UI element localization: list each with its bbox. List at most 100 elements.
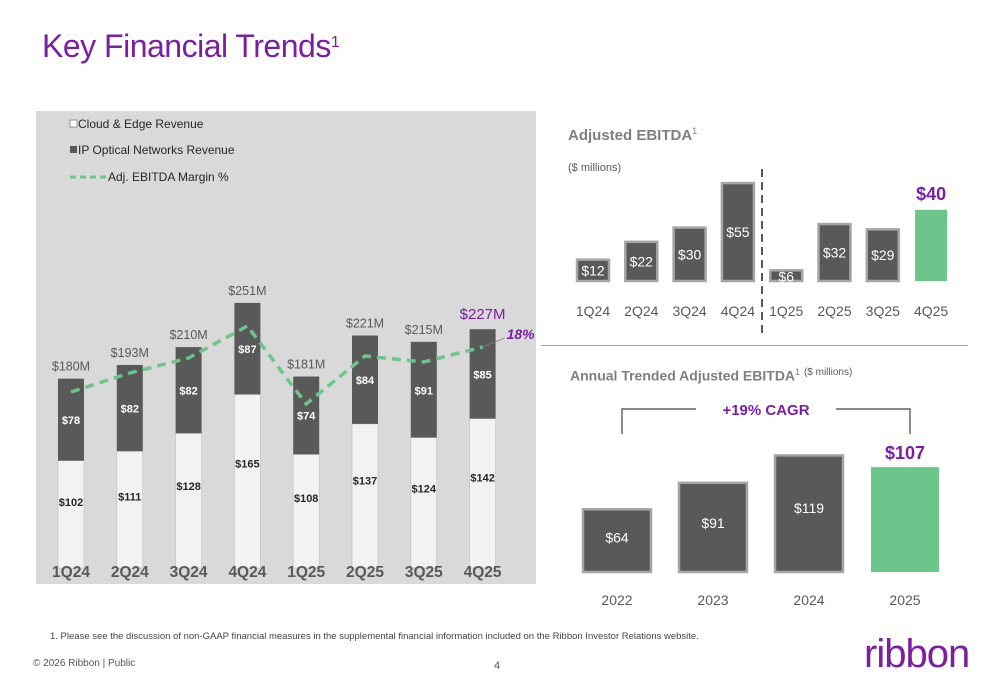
bar-annual-2025 [871, 467, 939, 572]
cagr-bracket-right [836, 408, 911, 434]
tick-3Q25: 3Q25 [405, 564, 443, 581]
bar-cloud-edge-2Q25 [351, 423, 379, 569]
tick-ebitda-4Q25: 4Q25 [914, 303, 948, 319]
label-cloud-edge-1Q25: $108 [294, 493, 318, 505]
legend-ip-optical: IP Optical Networks Revenue [78, 143, 235, 157]
legend-cloud-edge: Cloud & Edge Revenue [78, 117, 204, 131]
copyright: © 2026 Ribbon | Public [33, 658, 136, 669]
tick-1Q24: 1Q24 [52, 564, 90, 581]
label-annual-2022: $64 [605, 530, 629, 546]
ribbon-logo: ribbon [864, 632, 970, 676]
bar-cloud-edge-1Q25 [292, 454, 320, 569]
label-total-1Q24: $180M [52, 360, 90, 374]
tick-ebitda-3Q24: 3Q24 [672, 303, 706, 319]
label-total-3Q25: $215M [405, 323, 443, 337]
label-cloud-edge-2Q24: $111 [118, 491, 141, 503]
adjusted-ebitda-chart: $12 1Q24 $22 2Q24 $30 3Q24 $55 4Q24 $6 1Q25 $32 2Q2… [575, 169, 948, 333]
margin-label-4Q25: 18% [507, 326, 536, 342]
revenue-chart-panel: 18% $102 $78 $180M 1Q24 $111 $82 $193M 2Q24 $128… [36, 111, 536, 584]
bar-ip-optical-2Q25 [352, 335, 378, 424]
bar-ebitda-1Q24 [575, 258, 611, 283]
bar-cloud-edge-1Q24 [57, 460, 85, 569]
bar-ebitda-4Q25 [915, 209, 948, 281]
bar-annual-2023 [677, 481, 749, 574]
bar-cloud-edge-4Q25 [469, 418, 496, 569]
tick-2Q24: 2Q24 [111, 564, 149, 581]
footnote: 1. Please see the discussion of non-GAAP… [50, 631, 699, 642]
bar-ebitda-2Q25 [817, 222, 852, 283]
label-annual-2023: $91 [701, 515, 725, 531]
label-cloud-edge-3Q24: $128 [176, 481, 200, 493]
tick-ebitda-2Q24: 2Q24 [624, 303, 658, 319]
bar-ip-optical-2Q24 [116, 364, 143, 452]
cagr-bracket-left [621, 408, 696, 434]
tick-annual-2025: 2025 [889, 592, 920, 608]
label-ebitda-4Q24: $55 [726, 224, 750, 240]
label-annual-2025: $107 [885, 443, 925, 463]
tick-annual-2022: 2022 [601, 592, 632, 608]
section-divider [541, 345, 968, 346]
bar-annual-2022 [581, 508, 653, 574]
label-cloud-edge-2Q25: $137 [353, 475, 377, 487]
bar-cloud-edge-3Q25 [410, 437, 438, 569]
label-total-1Q25: $181M [287, 358, 325, 372]
bar-ip-optical-3Q25 [410, 341, 437, 438]
cagr-annotation: +19% CAGR [722, 402, 809, 419]
tick-annual-2024: 2024 [793, 592, 824, 608]
label-total-3Q24: $210M [169, 328, 207, 342]
label-ip-optical-1Q24: $78 [62, 415, 80, 427]
label-total-4Q25: $227M [460, 306, 506, 323]
tick-ebitda-4Q24: 4Q24 [721, 303, 755, 319]
bar-ip-optical-1Q24 [58, 378, 84, 461]
label-ip-optical-2Q24: $82 [121, 403, 139, 415]
tick-2Q25: 2Q25 [346, 564, 384, 581]
label-cloud-edge-3Q25: $124 [412, 483, 437, 495]
annual-ebitda-title: Annual Trended Adjusted EBITDA1 ($ milli… [570, 367, 853, 384]
tick-annual-2023: 2023 [697, 592, 728, 608]
label-ebitda-1Q25: $6 [778, 268, 794, 284]
bar-ip-optical-1Q25 [293, 376, 320, 455]
label-annual-2024: $119 [794, 500, 824, 516]
bar-ebitda-1Q25 [768, 269, 804, 283]
tick-3Q24: 3Q24 [170, 564, 208, 581]
legend-swatch-ip-optical [70, 146, 77, 153]
legend-ebitda-margin: Adj. EBITDA Margin % [108, 170, 229, 184]
tick-4Q24: 4Q24 [228, 564, 266, 581]
bar-ebitda-3Q25 [865, 228, 901, 283]
page-number: 4 [494, 660, 501, 672]
margin-leader-line [482, 337, 505, 348]
legend-swatch-cloud-edge [69, 119, 78, 128]
tick-1Q25: 1Q25 [287, 564, 325, 581]
bar-ebitda-3Q24 [672, 226, 707, 283]
bar-ip-optical-4Q25 [469, 329, 496, 419]
label-cloud-edge-4Q25: $142 [470, 472, 494, 484]
label-ip-optical-3Q24: $82 [179, 386, 197, 398]
annual-ebitda-chart: $64 2022 $91 2023 $119 2024 $107 2025 +19% CAGR [581, 402, 939, 608]
label-ebitda-1Q24: $12 [581, 262, 605, 278]
label-cloud-edge-4Q24: $165 [235, 458, 259, 470]
tick-ebitda-1Q25: 1Q25 [769, 303, 803, 319]
label-total-2Q24: $193M [111, 346, 149, 360]
adjusted-ebitda-title: Adjusted EBITDA1 [568, 126, 698, 144]
label-ip-optical-3Q25: $91 [415, 385, 433, 397]
label-ebitda-3Q25: $29 [871, 247, 895, 263]
bar-cloud-edge-2Q24 [116, 450, 144, 569]
bar-ebitda-2Q24 [624, 240, 659, 283]
bar-cloud-edge-4Q24 [234, 394, 261, 569]
label-ebitda-3Q24: $30 [678, 246, 702, 262]
label-total-2Q25: $221M [346, 317, 384, 331]
tick-ebitda-1Q24: 1Q24 [576, 303, 610, 319]
label-ip-optical-1Q25: $74 [297, 410, 316, 422]
tick-ebitda-2Q25: 2Q25 [817, 303, 851, 319]
revenue-chart: 18% $102 $78 $180M 1Q24 $111 $82 $193M 2Q24 $128… [52, 117, 536, 581]
label-total-4Q24: $251M [228, 284, 266, 298]
label-cloud-edge-1Q24: $102 [59, 497, 83, 509]
ebitda-margin-line [70, 323, 484, 407]
tick-4Q25: 4Q25 [464, 564, 502, 581]
label-ebitda-4Q25: $40 [916, 184, 946, 204]
adjusted-ebitda-units: ($ millions) [568, 162, 622, 174]
label-ebitda-2Q25: $32 [823, 245, 847, 261]
label-ip-optical-4Q24: $87 [238, 344, 256, 356]
bar-ip-optical-4Q24 [234, 302, 261, 395]
tick-ebitda-3Q25: 3Q25 [866, 303, 900, 319]
